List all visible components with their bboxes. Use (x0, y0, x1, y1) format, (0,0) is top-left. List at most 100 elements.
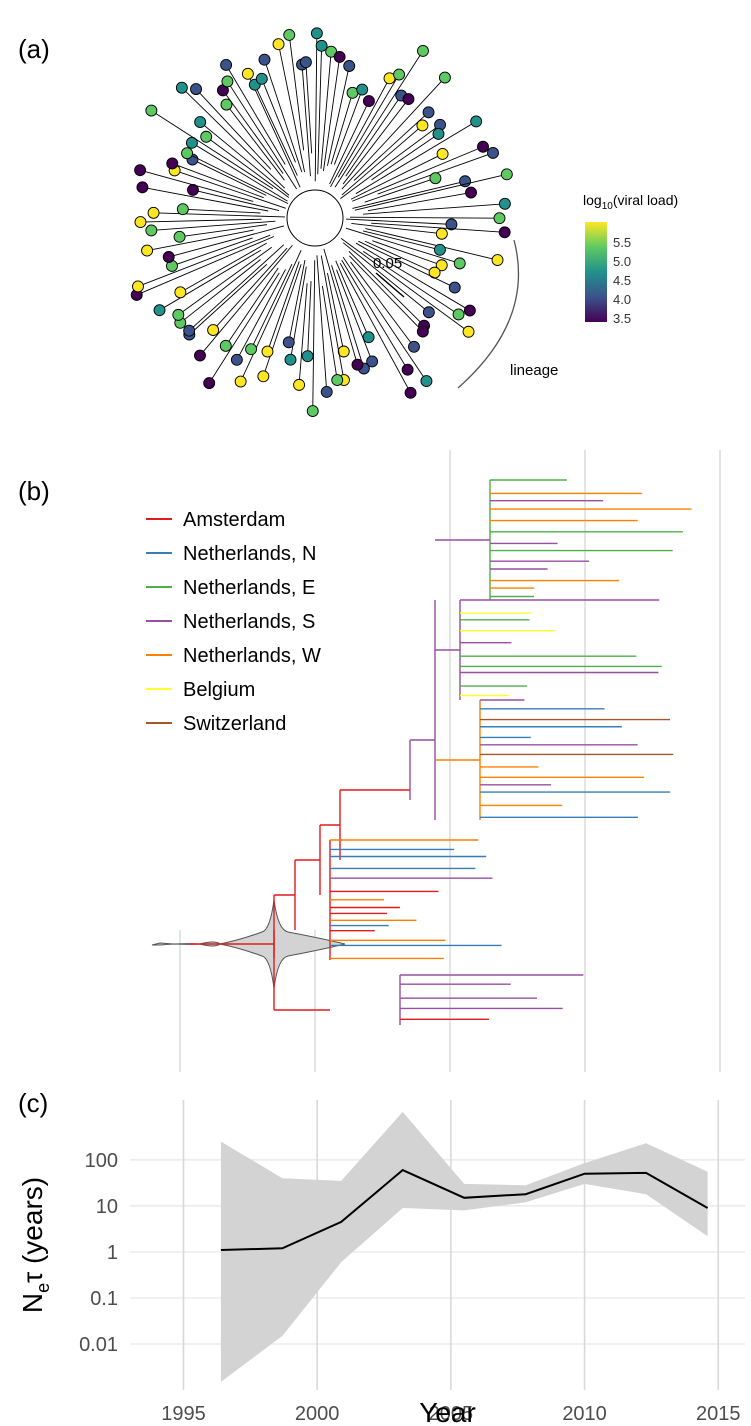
tree-branch (334, 89, 363, 165)
x-tick-label: 2010 (562, 1403, 607, 1425)
tree-branch (172, 163, 264, 199)
tip-point (477, 140, 489, 153)
tree-branch (199, 244, 293, 356)
tip-point (498, 197, 511, 210)
tree-branch (247, 73, 301, 188)
tip-point (272, 38, 285, 51)
tree-branch (139, 169, 254, 202)
tree-branch (348, 251, 425, 327)
tip-point (261, 345, 274, 358)
tree-branch (358, 240, 455, 288)
tree-branch (342, 257, 427, 382)
tip-point (366, 355, 379, 368)
tree-branch (192, 189, 280, 211)
tree-branch (350, 153, 443, 200)
time-scaled-tree (190, 479, 692, 1025)
tree-branch (339, 263, 411, 394)
legend-label-amsterdam: Amsterdam (183, 509, 285, 531)
tree-branch (355, 242, 471, 311)
tree-branch (151, 220, 276, 231)
tip-point (220, 98, 233, 111)
tip-point (351, 358, 364, 371)
tip-point (175, 81, 188, 94)
tree-branch (345, 218, 452, 225)
tip-point (462, 325, 475, 338)
tip-point (402, 93, 415, 106)
tree-branch (199, 121, 290, 196)
tip-point (315, 39, 328, 52)
y-axis-label: Neτ (years) (17, 1177, 53, 1313)
tree-branch (182, 208, 261, 214)
tree-branch (371, 222, 505, 233)
tip-point (438, 71, 451, 84)
tree-branch (316, 255, 328, 392)
colorbar-title: log10(viral load) (583, 192, 678, 212)
tip-point (255, 72, 268, 85)
tree-branch (337, 74, 400, 178)
tree-branch (225, 64, 286, 165)
tree-branch (362, 230, 441, 251)
tree-branch (179, 224, 268, 238)
tree-branch (174, 169, 286, 209)
tree-branch (352, 146, 484, 202)
tip-point (362, 331, 375, 344)
tip-point (221, 75, 234, 88)
tip-point (491, 254, 504, 266)
tree-branch (140, 218, 262, 223)
tip-point (463, 304, 476, 317)
tree-branch (349, 255, 424, 332)
tree-branch (341, 259, 408, 370)
tip-point (433, 243, 446, 256)
tip-point (299, 56, 312, 69)
tip-point (258, 53, 271, 66)
tip-point (132, 280, 144, 293)
tip-point (219, 339, 232, 352)
tip-point (183, 324, 196, 337)
tip-point (282, 336, 295, 349)
tip-point (393, 68, 406, 81)
tree-branch (261, 78, 296, 163)
tree-branch (179, 259, 261, 324)
tip-point (500, 168, 513, 181)
tree-branch (349, 216, 500, 219)
tip-point (401, 363, 414, 376)
tip-point (310, 27, 323, 40)
tree-branch (314, 33, 318, 182)
tree-branch (262, 264, 302, 377)
tree-branch (186, 152, 289, 204)
tree-branch (250, 263, 293, 350)
tip-point (417, 44, 429, 57)
tree-branch (171, 237, 253, 267)
tip-point (173, 230, 186, 243)
tree-branch (267, 261, 300, 352)
colorbar-tick: 5.0 (613, 254, 631, 269)
panel-a-label: (a) (18, 34, 50, 64)
tree-branch (326, 65, 350, 166)
tree-branch (298, 283, 308, 385)
legend-label-belgium: Belgium (183, 679, 255, 701)
tree-branch (342, 242, 430, 313)
tree-branch (222, 90, 284, 174)
tree-branch (364, 240, 435, 274)
tree-branch (226, 104, 285, 181)
tip-point (200, 130, 213, 143)
tree-branch (212, 247, 288, 331)
tree-branch (330, 92, 353, 165)
tip-point (465, 186, 477, 199)
x-tick-label: 2000 (295, 1403, 340, 1425)
tip-point (147, 206, 160, 219)
tree-branch (159, 249, 262, 311)
tip-point (145, 104, 158, 117)
tree-branch (312, 260, 316, 412)
tree-branch (181, 87, 286, 189)
tree-branch (192, 159, 267, 196)
panel-c-label: (c) (18, 1088, 48, 1118)
tree-branch (341, 125, 423, 196)
x-axis-label: Year (419, 1397, 476, 1426)
tip-point (429, 172, 442, 185)
tree-branch (354, 173, 507, 211)
legend-label-netherlands-s: Netherlands, S (183, 611, 315, 633)
tip-point (293, 378, 306, 391)
tip-point (306, 405, 319, 418)
tree-branch (345, 95, 402, 177)
